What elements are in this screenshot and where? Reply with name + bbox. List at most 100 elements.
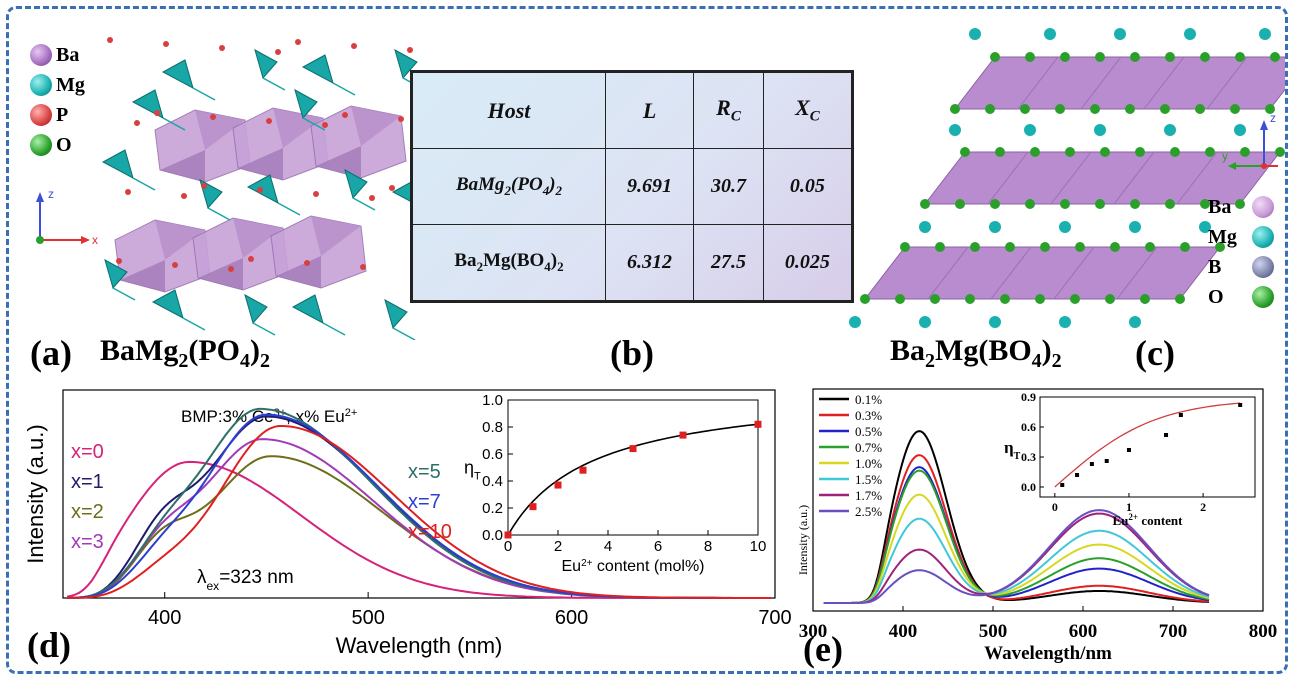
chart-d: 400 500 600 700 Wavelength (nm) Intensity (a.…: [23, 389, 792, 658]
inset-x-tick-label: 10: [750, 538, 767, 555]
inset-point: [1075, 473, 1080, 477]
x-tick-label: 400: [148, 607, 181, 629]
cell-host: Ba2Mg(BO4)2: [412, 224, 606, 301]
mg-atom: [849, 316, 861, 328]
ba-atom-icon: [30, 44, 52, 66]
inset-point: [529, 503, 537, 511]
mg-atom: [989, 221, 1001, 233]
series-line: [823, 517, 1210, 604]
tetrahedron: [291, 294, 324, 324]
header-rc: RC: [693, 72, 764, 149]
table-row: BaMg2(PO4)2 9.691 30.7 0.05: [412, 148, 853, 225]
mg-atom: [1234, 124, 1246, 136]
oxygen-atom: [1025, 52, 1035, 62]
polyhedron-face: [198, 258, 243, 290]
polyhedron-face: [120, 260, 165, 292]
inset-y-tick-label: 0.4: [482, 473, 503, 490]
mg-atom: [949, 124, 961, 136]
series-group: [823, 430, 1210, 604]
oxygen-atom: [181, 193, 187, 199]
oxygen-atom: [1070, 294, 1080, 304]
x-tick-label: 300: [799, 621, 828, 642]
layer-edge: [1143, 56, 1185, 110]
x-tick-label: 400: [889, 621, 918, 642]
legend-entry: x=10: [408, 521, 452, 543]
mg-atom: [1114, 28, 1126, 40]
oxygen-atom: [1205, 147, 1215, 157]
oxygen-atom: [895, 294, 905, 304]
oxygen-atom: [210, 114, 216, 120]
oxygen-atom: [955, 199, 965, 209]
oxygen-atom: [990, 52, 1000, 62]
bond: [352, 197, 376, 211]
b-atom-icon: [1252, 256, 1274, 278]
inset-y-tick-label: 0.0: [482, 527, 503, 544]
oxygen-atom: [1175, 294, 1185, 304]
oxygen-atom: [1240, 147, 1250, 157]
layer-edge: [1017, 56, 1059, 110]
tetrahedron: [151, 289, 184, 319]
oxygen-atom: [351, 43, 357, 49]
layer-edge: [1116, 246, 1158, 300]
mg-atom: [1059, 316, 1071, 328]
mg-atom: [1259, 28, 1271, 40]
oxygen-atom: [990, 199, 1000, 209]
oxygen-atom: [1165, 52, 1175, 62]
polyhedron-face: [238, 148, 283, 180]
bond: [112, 287, 136, 301]
oxygen-atom: [1200, 52, 1210, 62]
oxygen-atom: [295, 39, 301, 45]
x-tick-label: 600: [555, 607, 588, 629]
excitation-annotation: λex=323 nm: [197, 567, 294, 593]
oxygen-atom: [970, 242, 980, 252]
inset-fit-line: [1054, 402, 1241, 488]
series-line: [823, 454, 1210, 604]
inset-y-label: ηT: [1004, 438, 1021, 462]
oxygen-atom: [965, 294, 975, 304]
oxygen-atom: [1235, 52, 1245, 62]
p-atom-icon: [30, 104, 52, 126]
oxygen-atom: [960, 147, 970, 157]
plot-frame: [812, 388, 1264, 612]
oxygen-atom: [1060, 199, 1070, 209]
mg-atom: [1094, 124, 1106, 136]
oxygen-atom: [1180, 242, 1190, 252]
oxygen-atom: [1275, 147, 1285, 157]
header-xc: XC: [762, 72, 853, 149]
mg-atom-icon: [30, 74, 52, 96]
oxygen-atom: [1140, 294, 1150, 304]
tetrahedron: [161, 59, 194, 89]
dashed-frame: [6, 6, 1288, 674]
oxygen-atom: [1195, 104, 1205, 114]
inset-x-tick-label: 2: [1200, 500, 1206, 514]
mg-atom: [1044, 28, 1056, 40]
oxygen-atom: [1130, 52, 1140, 62]
mg-atom: [1024, 124, 1036, 136]
oxygen-atom: [1040, 242, 1050, 252]
inset-y-tick-label: 0.6: [1021, 420, 1036, 434]
cell-rc: 30.7: [693, 148, 764, 225]
polyhedron-face: [273, 108, 323, 148]
oxygen-atom: [398, 116, 404, 122]
axis-y-label: y: [1222, 149, 1228, 163]
oxygen-atom: [1060, 52, 1070, 62]
inset-point: [1178, 413, 1183, 417]
oxygen-atom: [219, 45, 225, 51]
legend-label: O: [56, 133, 72, 156]
inset-frame: [507, 399, 759, 536]
polyhedron-face: [233, 218, 283, 258]
legend-row-b: B: [1208, 252, 1274, 282]
inset-x-label: Eu2+ content: [1113, 512, 1184, 528]
oxygen-atom: [275, 49, 281, 55]
oxygen-atom: [266, 118, 272, 124]
oxygen-atom: [342, 112, 348, 118]
legend-row-ba: Ba: [30, 40, 85, 70]
bond: [207, 207, 231, 221]
layer-edge: [1080, 56, 1122, 110]
inset-point: [579, 466, 587, 474]
table-header-row: Host L RC XC: [412, 72, 853, 149]
legend-entry: 1.7%: [855, 488, 882, 503]
oxygen-atom: [172, 262, 178, 268]
oxygen-atom: [1005, 242, 1015, 252]
layer-edge: [1053, 246, 1095, 300]
